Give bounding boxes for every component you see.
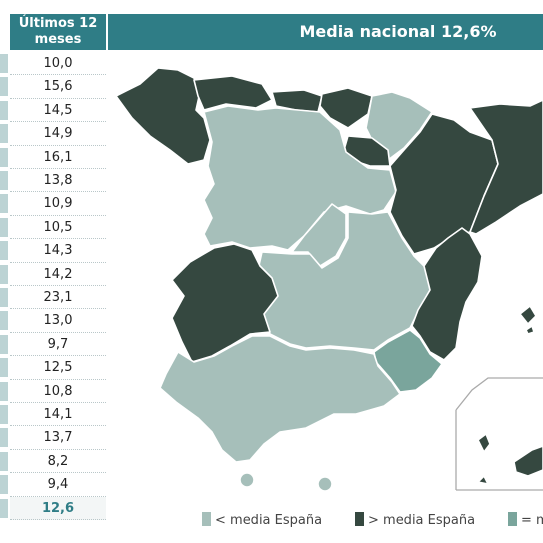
row-marker bbox=[0, 217, 8, 237]
row-value: 10,9 bbox=[43, 196, 73, 212]
row-marker bbox=[0, 124, 8, 144]
region-asturias[interactable] bbox=[193, 75, 273, 111]
row-marker bbox=[0, 498, 8, 518]
table-row: 14,9 bbox=[0, 122, 106, 146]
table-row: 13,0 bbox=[0, 309, 106, 333]
row-marker bbox=[0, 54, 8, 73]
row-value: 10,5 bbox=[43, 219, 73, 235]
row-value: 9,7 bbox=[47, 336, 69, 352]
row-value: 12,5 bbox=[43, 360, 73, 376]
table-row: 16,1 bbox=[0, 146, 106, 169]
row-marker bbox=[0, 147, 8, 167]
region-canarias-3[interactable] bbox=[477, 475, 489, 485]
spain-map bbox=[115, 67, 543, 492]
region-pais-vasco[interactable] bbox=[319, 87, 373, 129]
region-madrid[interactable] bbox=[291, 203, 347, 267]
table-row: 10,9 bbox=[0, 192, 106, 216]
table-row: 13,7 bbox=[0, 426, 106, 450]
row-marker bbox=[0, 77, 8, 97]
region-aragon[interactable] bbox=[389, 113, 499, 255]
row-marker bbox=[0, 451, 8, 471]
row-marker bbox=[0, 358, 8, 378]
table-row: 10,0 bbox=[0, 52, 106, 76]
table-row: 14,2 bbox=[0, 263, 106, 286]
column-header: Últimos 12 meses bbox=[10, 14, 106, 50]
row-marker bbox=[0, 100, 8, 120]
table-row: 10,5 bbox=[0, 216, 106, 240]
row-value: 9,4 bbox=[47, 477, 69, 493]
row-value: 8,2 bbox=[47, 453, 69, 469]
table-row: 14,5 bbox=[0, 99, 106, 123]
row-marker bbox=[0, 428, 8, 448]
row-marker bbox=[0, 288, 8, 307]
region-baleares-small[interactable] bbox=[525, 325, 535, 335]
region-melilla[interactable] bbox=[317, 476, 333, 492]
row-value: 10,0 bbox=[43, 56, 73, 71]
row-value: 16,1 bbox=[43, 149, 73, 165]
region-canarias-1[interactable] bbox=[477, 433, 491, 453]
rate-column: Últimos 12 meses 10,0 15,6 14,5 14,9 16,1 13,… bbox=[0, 0, 106, 543]
legend-swatch bbox=[355, 512, 364, 526]
total-row: 12,6 bbox=[0, 496, 106, 520]
region-galicia[interactable] bbox=[115, 67, 211, 165]
table-row: 8,2 bbox=[0, 450, 106, 474]
table-row: 12,5 bbox=[0, 356, 106, 380]
row-value: 14,1 bbox=[43, 407, 73, 422]
region-valencia[interactable] bbox=[411, 227, 483, 361]
row-value: 13,0 bbox=[43, 313, 73, 329]
table-row: 9,7 bbox=[0, 333, 106, 357]
table-row: 9,4 bbox=[0, 473, 106, 497]
row-marker bbox=[0, 475, 8, 495]
legend-item: = m bbox=[508, 512, 543, 528]
row-value: 14,2 bbox=[43, 266, 73, 282]
row-marker bbox=[0, 311, 8, 331]
row-value: 15,6 bbox=[43, 79, 73, 95]
legend-swatch bbox=[508, 512, 517, 526]
table-row: 13,8 bbox=[0, 169, 106, 193]
region-cataluna[interactable] bbox=[469, 99, 543, 235]
legend-label: = m bbox=[521, 513, 543, 528]
row-value: 14,9 bbox=[43, 126, 73, 142]
row-marker bbox=[0, 334, 8, 354]
legend-label: < media España bbox=[215, 513, 323, 528]
row-value: 10,8 bbox=[43, 383, 73, 399]
row-value: 13,8 bbox=[43, 173, 73, 188]
canarias-frame bbox=[455, 377, 543, 491]
total-value: 12,6 bbox=[41, 500, 75, 516]
region-baleares-mallorca[interactable] bbox=[519, 305, 537, 325]
region-extremadura[interactable] bbox=[171, 243, 279, 363]
row-marker bbox=[0, 171, 8, 190]
row-marker bbox=[0, 194, 8, 214]
region-canarias-2[interactable] bbox=[513, 445, 543, 477]
table-row: 14,1 bbox=[0, 403, 106, 427]
table-row: 23,1 bbox=[0, 286, 106, 310]
region-andalucia[interactable] bbox=[159, 335, 401, 463]
map-title: Media nacional 12,6% bbox=[108, 14, 543, 50]
legend-item: < media España bbox=[202, 512, 322, 528]
row-marker bbox=[0, 241, 8, 261]
row-value: 23,1 bbox=[43, 290, 73, 305]
table-row: 10,8 bbox=[0, 380, 106, 403]
row-value: 13,7 bbox=[43, 430, 73, 446]
legend-item: > media España bbox=[355, 512, 475, 528]
table-row: 15,6 bbox=[0, 75, 106, 99]
legend-label: > media España bbox=[368, 513, 476, 528]
row-marker bbox=[0, 381, 8, 401]
row-marker bbox=[0, 264, 8, 284]
map-title-text: Media nacional 12,6% bbox=[299, 22, 497, 41]
table-row: 14,3 bbox=[0, 239, 106, 263]
row-marker bbox=[0, 405, 8, 424]
row-value: 14,3 bbox=[43, 243, 73, 259]
legend-swatch bbox=[202, 512, 211, 526]
row-value: 14,5 bbox=[43, 102, 73, 118]
region-ceuta[interactable] bbox=[239, 472, 255, 488]
